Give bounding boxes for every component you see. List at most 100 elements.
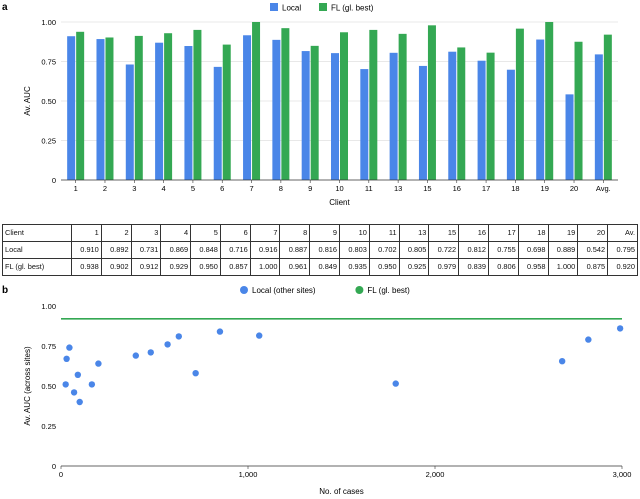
scatter-point xyxy=(66,344,73,351)
scatter-point xyxy=(175,333,183,340)
chart-a: a Local FL (gl. best) 0 0.25 0.50 0.75 1.00 1 2… xyxy=(2,2,618,207)
scatter-point xyxy=(147,349,154,356)
x-tick-label: 13 xyxy=(394,184,402,193)
table-cell: 0.916 xyxy=(249,241,281,259)
legend-label: FL (gl. best) xyxy=(331,4,374,13)
scatter-point xyxy=(256,332,263,339)
bar-local xyxy=(301,51,310,181)
y-tick-label: 0.25 xyxy=(41,137,56,146)
table-cell: 8 xyxy=(279,224,311,242)
x-tick-label: 4 xyxy=(162,184,166,193)
bar-local xyxy=(243,35,252,180)
bar-fl xyxy=(310,45,319,180)
table-cell: 0.910 xyxy=(71,241,102,259)
table-cell: 16 xyxy=(458,224,489,242)
table-cell: 0.979 xyxy=(428,258,460,276)
x-tick-label: 16 xyxy=(453,184,461,193)
table-row: FL (gl. best) 0.938 0.902 0.912 0.929 0.950 0.… xyxy=(2,258,638,276)
bar-local xyxy=(272,39,281,180)
table-cell: 0.961 xyxy=(279,258,311,276)
bar-local xyxy=(184,46,193,181)
scatter-point xyxy=(132,352,139,359)
table-cell: 4 xyxy=(160,224,192,242)
scatter-point xyxy=(62,381,69,388)
table-cell: 15 xyxy=(428,224,460,242)
table-cell: 2 xyxy=(100,224,132,242)
legend-label: Local (other sites) xyxy=(252,286,316,295)
bar-local xyxy=(360,69,369,180)
bar-fl xyxy=(134,35,143,181)
table-cell: 0.722 xyxy=(428,241,460,259)
legend-b: Local (other sites) FL (gl. best) xyxy=(240,286,410,295)
table-cell: 0.920 xyxy=(607,258,638,276)
table-cell: 5 xyxy=(190,224,221,242)
axes-b: 0 0.25 0.50 0.75 1.00 0 1,000 2,000 3,000 xyxy=(41,302,631,479)
table-cell: 0.892 xyxy=(100,241,132,259)
bar-local xyxy=(565,94,574,180)
y-tick-label: 0.25 xyxy=(41,422,56,431)
panel-a-label: a xyxy=(2,2,8,13)
legend-label: Local xyxy=(282,4,301,13)
table-cell: 0.795 xyxy=(607,241,638,259)
bar-local xyxy=(536,39,545,181)
bar-local xyxy=(67,36,76,180)
table-cell: 17 xyxy=(487,224,519,242)
y-tick-label: 0.75 xyxy=(41,58,56,67)
table-header-row: Client 1 2 3 4 5 6 7 8 9 10 11 13 15 16 17 18 19 20 Av. xyxy=(2,224,638,242)
x-tick-label: 8 xyxy=(279,184,283,193)
x-axis-title-b: No. of cases xyxy=(319,487,363,496)
legend-swatch xyxy=(319,3,327,11)
bar-fl xyxy=(105,37,114,180)
table-cell: 0.848 xyxy=(190,241,221,259)
bar-fl xyxy=(193,29,202,181)
scatter-point xyxy=(88,381,96,388)
bar-local xyxy=(477,60,486,180)
scatter-point xyxy=(192,370,199,377)
table-cell: 0.849 xyxy=(309,258,341,276)
table-cell: 0.887 xyxy=(279,241,311,259)
table-cell: 0.839 xyxy=(458,258,489,276)
table-cell: 11 xyxy=(368,224,400,242)
bar-fl xyxy=(340,32,348,180)
bar-local xyxy=(594,54,603,180)
scatter-point xyxy=(558,358,566,365)
scatter-point xyxy=(216,328,224,335)
table-cell: 0.958 xyxy=(517,258,549,276)
x-tick-label: 1 xyxy=(74,184,78,193)
table-cell: 13 xyxy=(398,224,430,242)
axes-a: 0 0.25 0.50 0.75 1.00 1 2 3 4 5 6 7 8 9 10 11 13 15 16 17 18… xyxy=(41,18,618,193)
bar-fl xyxy=(574,41,583,180)
table-cell: 0.925 xyxy=(398,258,430,276)
scatter-point xyxy=(392,380,399,387)
table-cell: 0.805 xyxy=(398,241,430,259)
y-tick-label: 0 xyxy=(52,176,56,185)
table-cell: 6 xyxy=(219,224,251,242)
x-tick-label: 3 xyxy=(132,184,136,193)
bar-local xyxy=(155,42,164,181)
x-tick-label: 9 xyxy=(308,184,312,193)
scatter-point xyxy=(76,398,83,406)
bar-local xyxy=(418,65,427,180)
x-tick-label: 19 xyxy=(541,184,549,193)
legend-swatch xyxy=(240,286,248,294)
x-axis-title-a: Client xyxy=(329,198,350,207)
y-axis-title-b: Av. AUC (across sites) xyxy=(23,346,32,426)
table-cell: 0.803 xyxy=(339,241,370,259)
bar-fl xyxy=(545,22,554,180)
panel-b-label: b xyxy=(2,285,8,296)
table-cell: 0.929 xyxy=(160,258,192,276)
table-row-label: Client xyxy=(2,224,72,242)
x-tick-label: 11 xyxy=(365,184,373,193)
bar-local xyxy=(506,69,515,180)
chart-b: b Local (other sites) FL (gl. best) 0 0.25… xyxy=(2,285,631,496)
table-cell: 0.702 xyxy=(368,241,400,259)
scatter-point xyxy=(63,355,70,362)
bar-fl xyxy=(252,22,261,180)
scatter-point xyxy=(585,336,592,343)
bar-fl xyxy=(486,52,495,180)
x-tick-label: 15 xyxy=(423,184,431,193)
table-cell: 0.902 xyxy=(100,258,132,276)
table-cell: 9 xyxy=(309,224,341,242)
bar-local xyxy=(389,52,398,181)
legend-a: Local FL (gl. best) xyxy=(270,3,374,13)
